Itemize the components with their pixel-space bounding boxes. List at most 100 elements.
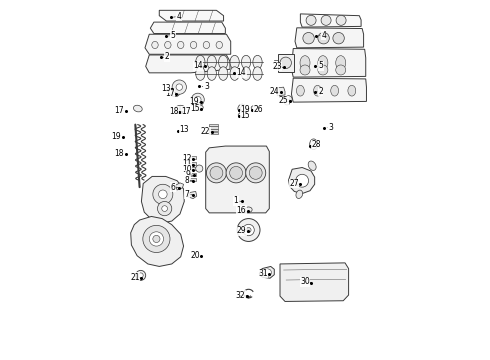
Text: 4: 4 <box>321 31 326 40</box>
Bar <box>190 157 196 159</box>
Text: 3: 3 <box>204 82 209 91</box>
Polygon shape <box>145 34 231 54</box>
Ellipse shape <box>242 67 251 80</box>
Text: 11: 11 <box>182 159 192 168</box>
Circle shape <box>226 163 246 183</box>
Circle shape <box>238 104 246 113</box>
Text: 19: 19 <box>240 105 250 114</box>
Ellipse shape <box>203 41 210 49</box>
Polygon shape <box>159 10 223 21</box>
Bar <box>190 162 196 165</box>
Circle shape <box>318 32 329 44</box>
Text: 29: 29 <box>237 226 246 235</box>
Ellipse shape <box>242 55 251 69</box>
Text: 7: 7 <box>185 190 190 199</box>
Bar <box>190 178 196 181</box>
Circle shape <box>296 174 309 187</box>
Circle shape <box>172 80 186 94</box>
Ellipse shape <box>133 105 142 112</box>
Text: 3: 3 <box>328 123 333 132</box>
Polygon shape <box>150 22 225 33</box>
Ellipse shape <box>253 55 262 69</box>
Text: 19: 19 <box>189 97 198 106</box>
Ellipse shape <box>152 41 158 49</box>
Circle shape <box>176 84 182 90</box>
Text: 21: 21 <box>130 273 140 282</box>
Circle shape <box>336 15 346 25</box>
Text: 15: 15 <box>240 111 250 120</box>
Polygon shape <box>146 55 230 73</box>
Ellipse shape <box>238 113 245 117</box>
Circle shape <box>246 228 251 233</box>
Text: 32: 32 <box>236 291 245 300</box>
Circle shape <box>249 166 262 179</box>
Ellipse shape <box>219 55 228 69</box>
Circle shape <box>196 165 203 172</box>
Ellipse shape <box>196 55 205 69</box>
Text: 18: 18 <box>170 107 179 116</box>
Circle shape <box>230 166 243 179</box>
Ellipse shape <box>174 105 185 113</box>
Ellipse shape <box>251 106 259 111</box>
Ellipse shape <box>207 67 217 80</box>
Circle shape <box>153 184 173 204</box>
Text: 14: 14 <box>237 68 246 77</box>
Bar <box>278 54 294 72</box>
Text: 9: 9 <box>185 170 190 179</box>
Circle shape <box>321 15 331 25</box>
Text: 1: 1 <box>234 196 239 205</box>
Ellipse shape <box>196 105 203 110</box>
Polygon shape <box>289 167 315 194</box>
Circle shape <box>245 163 266 183</box>
Circle shape <box>284 99 290 105</box>
Circle shape <box>210 166 223 179</box>
Circle shape <box>195 96 201 103</box>
Ellipse shape <box>219 67 228 80</box>
Polygon shape <box>206 146 270 213</box>
Ellipse shape <box>348 85 356 96</box>
Ellipse shape <box>296 85 304 96</box>
Circle shape <box>241 107 244 111</box>
Polygon shape <box>280 263 348 301</box>
Text: 19: 19 <box>111 132 121 141</box>
Polygon shape <box>175 183 184 190</box>
Text: 30: 30 <box>300 277 310 286</box>
Text: 5: 5 <box>318 61 323 70</box>
Ellipse shape <box>318 65 328 75</box>
Bar <box>209 126 218 129</box>
Ellipse shape <box>300 65 310 75</box>
Circle shape <box>138 273 143 278</box>
Text: 22: 22 <box>201 127 211 136</box>
Polygon shape <box>142 176 184 223</box>
Circle shape <box>157 202 172 216</box>
Text: 8: 8 <box>185 176 190 185</box>
Polygon shape <box>300 14 361 27</box>
Ellipse shape <box>318 56 328 70</box>
Text: 18: 18 <box>115 149 124 158</box>
Text: 17: 17 <box>181 107 191 116</box>
Ellipse shape <box>169 88 179 96</box>
Text: 2: 2 <box>165 52 170 61</box>
Polygon shape <box>131 216 184 266</box>
Circle shape <box>243 224 254 236</box>
Polygon shape <box>295 28 364 48</box>
Text: 13: 13 <box>179 126 189 135</box>
Text: 12: 12 <box>182 154 192 163</box>
Text: 16: 16 <box>237 206 246 215</box>
Text: 4: 4 <box>176 12 181 21</box>
Ellipse shape <box>230 55 239 69</box>
Ellipse shape <box>245 207 252 212</box>
Text: 20: 20 <box>190 251 200 260</box>
Circle shape <box>192 93 204 106</box>
Circle shape <box>280 57 292 68</box>
Ellipse shape <box>300 56 310 70</box>
Text: 25: 25 <box>279 96 289 105</box>
Text: 2: 2 <box>318 87 323 96</box>
Text: 24: 24 <box>270 87 279 96</box>
Text: 27: 27 <box>290 179 299 188</box>
Circle shape <box>306 15 316 25</box>
Circle shape <box>333 32 344 44</box>
Text: 26: 26 <box>254 105 264 114</box>
Ellipse shape <box>190 41 197 49</box>
Circle shape <box>136 270 146 280</box>
